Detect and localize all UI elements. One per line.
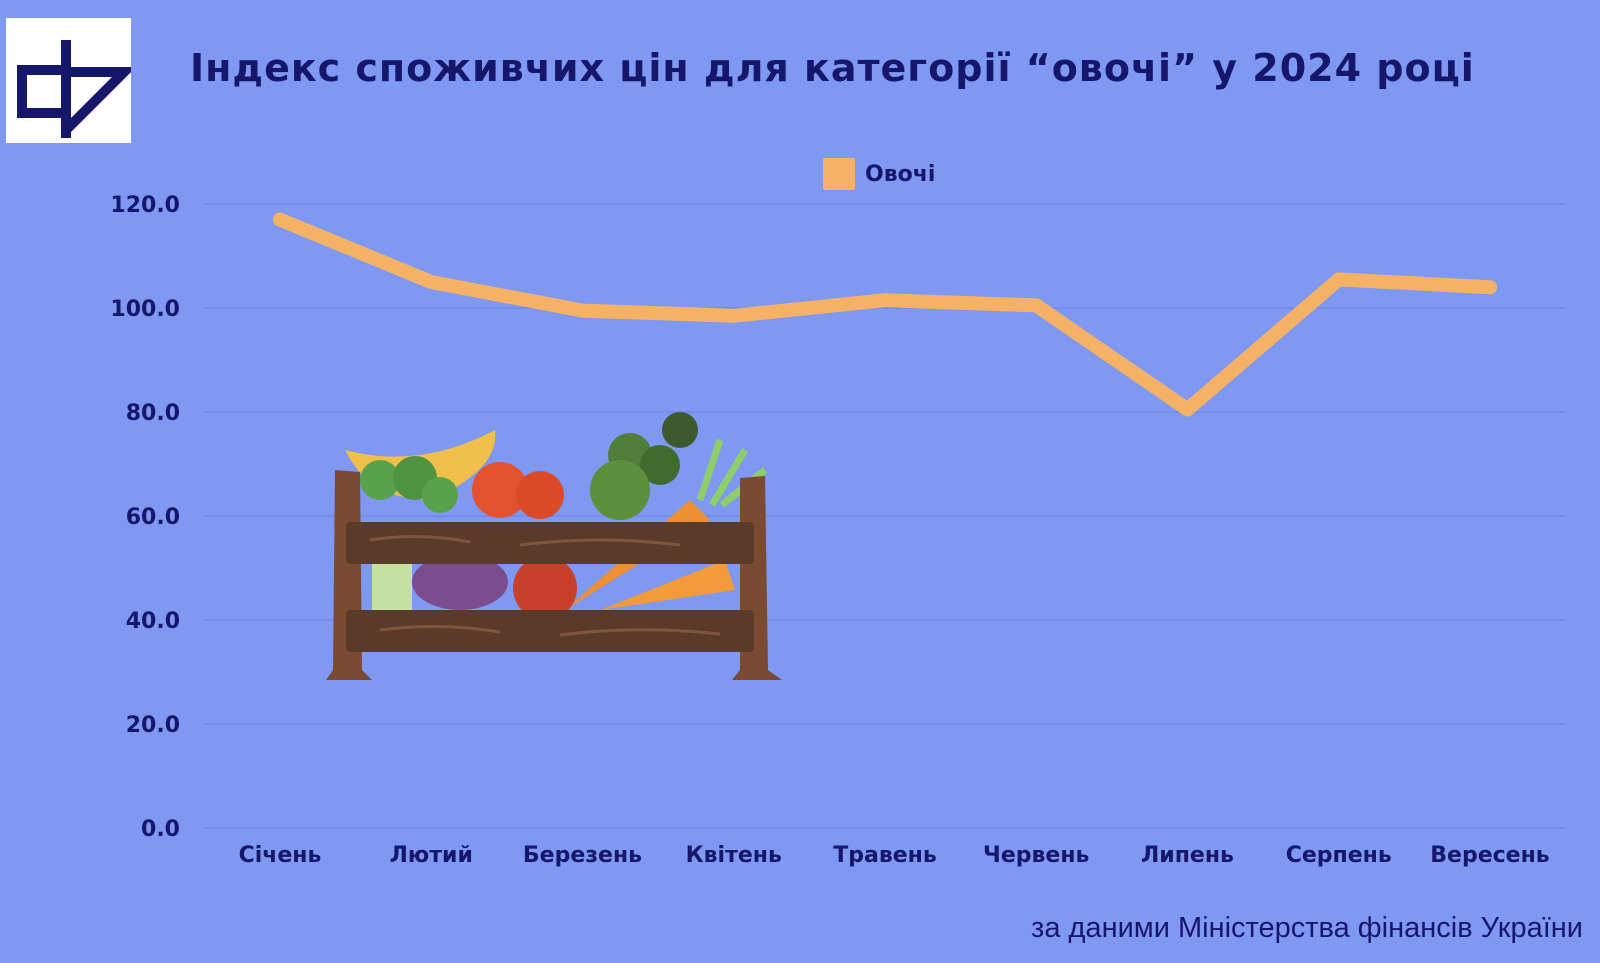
x-tick-label: Липень [1141,843,1234,868]
legend-label: Овочі [865,161,936,187]
x-tick-label: Вересень [1430,843,1549,868]
y-tick-label: 0.0 [141,817,180,842]
y-tick-label: 120.0 [110,193,180,218]
series-points [273,212,1497,417]
logo [6,18,137,143]
x-tick-label: Лютий [390,843,473,868]
data-point [726,308,741,323]
data-point [575,303,590,318]
x-tick-label: Червень [983,843,1089,868]
data-point [424,275,439,289]
x-tick-label: Березень [523,843,642,868]
cf-logo-icon [17,40,137,138]
y-axis-ticks: 0.0 20.0 40.0 60.0 80.0 100.0 120.0 [110,193,180,842]
chart-title: Індекс споживчих цін для категорії “овоч… [190,46,1475,90]
source-note: за даними Міністерства фінансів України [1031,912,1583,944]
data-point [1180,402,1195,417]
x-tick-label: Серпень [1286,843,1392,868]
x-tick-label: Січень [239,843,322,868]
legend: Овочі [823,158,935,190]
y-tick-label: 20.0 [126,713,180,738]
x-tick-label: Квітень [686,843,782,868]
data-point [878,293,892,308]
data-point [273,212,287,227]
y-tick-label: 60.0 [126,505,180,530]
vegetable-crate-icon [326,412,782,680]
y-tick-label: 40.0 [126,609,180,634]
grid-lines [205,203,1565,829]
data-point [1029,298,1044,313]
x-axis-labels: Січень Лютий Березень Квітень Травень Червень… [239,843,1550,868]
series-line-ovochi [273,212,1497,417]
x-tick-label: Травень [833,843,937,868]
y-tick-label: 100.0 [110,297,180,322]
legend-swatch [823,158,855,190]
data-point [1483,280,1497,295]
data-point [1331,272,1346,287]
y-tick-label: 80.0 [126,401,180,426]
